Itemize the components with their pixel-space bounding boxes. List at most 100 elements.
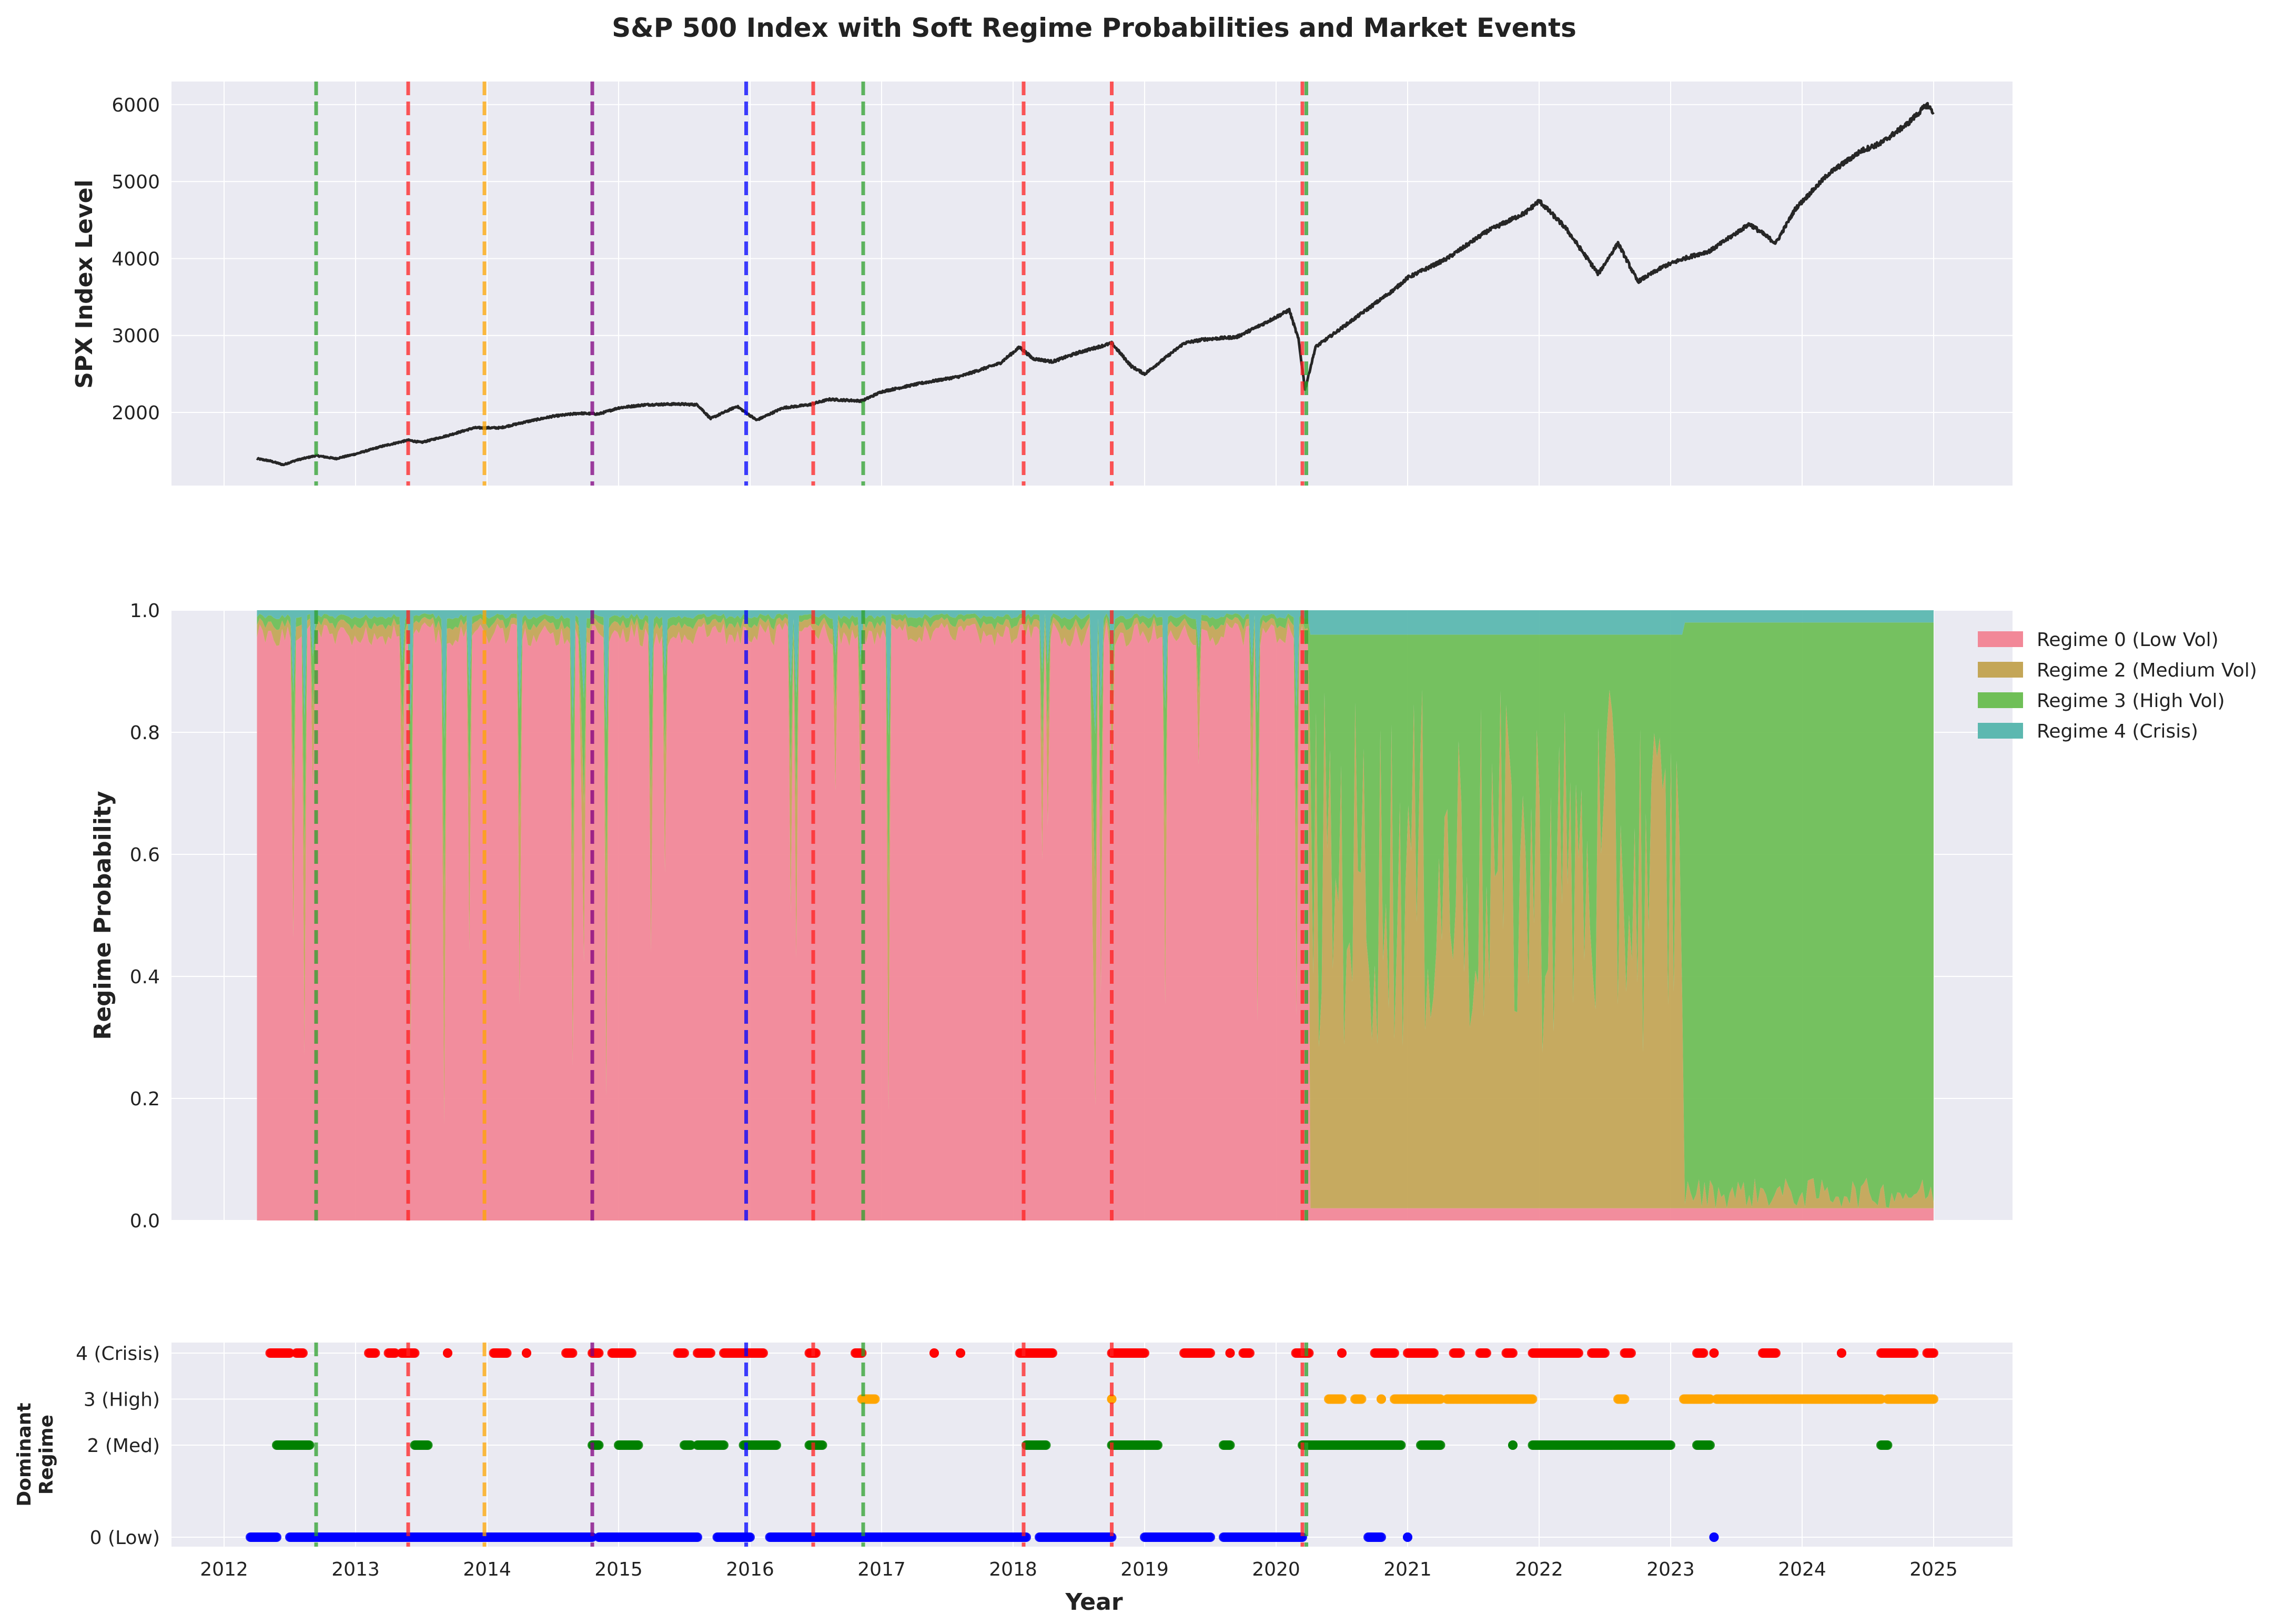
dominant-point [285,1348,295,1358]
dominant-ylabel-line2: Regime [36,1415,57,1495]
legend-label-regime3: Regime 3 (High Vol) [2037,690,2225,712]
x-tick-label: 2013 [331,1559,380,1580]
dominant-point [1909,1348,1919,1358]
dominant-point [772,1440,781,1450]
legend-label-regime4: Regime 4 (Crisis) [2037,721,2198,742]
dominant-point [1153,1440,1162,1450]
price-y-tick-label: 3000 [112,326,160,347]
dominant-point [1041,1440,1051,1450]
dominant-point [693,1532,702,1542]
dominant-point [1337,1394,1347,1404]
dominant-point [1435,1394,1445,1404]
dominant-y-tick-label: 2 (Med) [87,1435,160,1457]
regime-probability-areas [257,610,1934,1220]
dominant-regime-points [246,1348,1938,1542]
dominant-point [272,1532,281,1542]
dominant-point [1377,1394,1386,1404]
dominant-point [686,1440,696,1450]
x-tick-label: 2023 [1646,1559,1695,1580]
dominant-point [929,1348,939,1358]
x-tick-label: 2017 [857,1559,906,1580]
dominant-point [1403,1532,1412,1542]
dominant-y-tick-label: 0 (Low) [90,1527,160,1549]
dominant-point [410,1348,420,1358]
price-y-tick-label: 5000 [112,172,160,193]
dominant-point [1245,1348,1255,1358]
dominant-point [370,1348,380,1358]
x-tick-label: 2024 [1778,1559,1826,1580]
price-y-tick-label: 6000 [112,95,160,116]
x-tick-label: 2014 [463,1559,511,1580]
x-tick-label: 2020 [1252,1559,1300,1580]
dominant-point [1929,1348,1938,1358]
prob-legend: Regime 0 (Low Vol) Regime 2 (Medium Vol)… [1978,629,2257,742]
dominant-y-tick-label: 3 (High) [84,1389,160,1411]
legend-swatch-regime0 [1978,631,2023,647]
dominant-point [1528,1394,1538,1404]
price-ylabel: SPX Index Level [71,179,98,388]
dominant-point [390,1348,400,1358]
dominant-point [1709,1532,1719,1542]
dominant-point [633,1440,643,1450]
legend-swatch-regime3 [1978,692,2023,708]
dominant-point [594,1440,604,1450]
dominant-point [1455,1348,1465,1358]
dominant-point [1390,1348,1399,1358]
x-tick-label: 2012 [200,1559,248,1580]
prob-y-tick-label: 0.0 [130,1211,160,1232]
dominant-point [1837,1348,1846,1358]
prob-y-tick-label: 0.2 [130,1088,160,1110]
dominant-point [423,1440,433,1450]
dominant-point [1705,1440,1715,1450]
dominant-point [1206,1532,1215,1542]
dominant-point [522,1348,531,1358]
prob-y-tick-label: 0.6 [130,844,160,866]
dominant-point [1620,1394,1630,1404]
dominant-point [870,1394,880,1404]
dominant-point [1206,1348,1215,1358]
dominant-point [1435,1440,1445,1450]
x-tick-label: 2018 [989,1559,1037,1580]
dominant-point [719,1440,729,1450]
x-axis-label: Year [1065,1589,1123,1616]
prob-y-tick-label: 0.4 [130,966,160,988]
dominant-point [956,1348,965,1358]
dominant-point [1107,1394,1117,1404]
dominant-point [1574,1348,1583,1358]
dominant-point [1771,1348,1781,1358]
dominant-point [1225,1440,1235,1450]
dominant-point [305,1440,315,1450]
dominant-point [1357,1394,1367,1404]
x-tick-label: 2016 [726,1559,774,1580]
dominant-point [680,1348,689,1358]
market-event-lines [314,82,1308,1547]
price-y-tick-label: 2000 [112,402,160,424]
legend-label-regime0: Regime 0 (Low Vol) [2037,629,2219,651]
x-tick-label: 2021 [1383,1559,1432,1580]
x-tick-label: 2025 [1909,1559,1958,1580]
legend-swatch-regime4 [1978,723,2023,739]
dominant-point [443,1348,452,1358]
prob-y-tick-label: 0.8 [130,722,160,744]
axis-ticks: 2012 2013 2014 2015 2016 2017 2018 2019 2020 2021… [76,95,1958,1580]
legend-swatch-regime2 [1978,662,2023,678]
price-panel-bg [171,82,2013,486]
dominant-point [1883,1440,1893,1450]
dominant-point [1876,1394,1886,1404]
dominant-point [1709,1348,1719,1358]
dominant-point [1705,1394,1715,1404]
dominant-point [759,1348,768,1358]
dominant-point [627,1348,636,1358]
dominant-point [568,1348,578,1358]
dominant-point [594,1348,604,1358]
x-tick-label: 2022 [1515,1559,1563,1580]
dominant-point [1626,1348,1636,1358]
chart-title: S&P 500 Index with Soft Regime Probabili… [612,13,1576,43]
dominant-point [298,1348,308,1358]
dominant-point [1337,1348,1347,1358]
dominant-ylabel-line1: Dominant [14,1403,35,1506]
dominant-point [1508,1348,1518,1358]
x-tick-label: 2019 [1120,1559,1169,1580]
